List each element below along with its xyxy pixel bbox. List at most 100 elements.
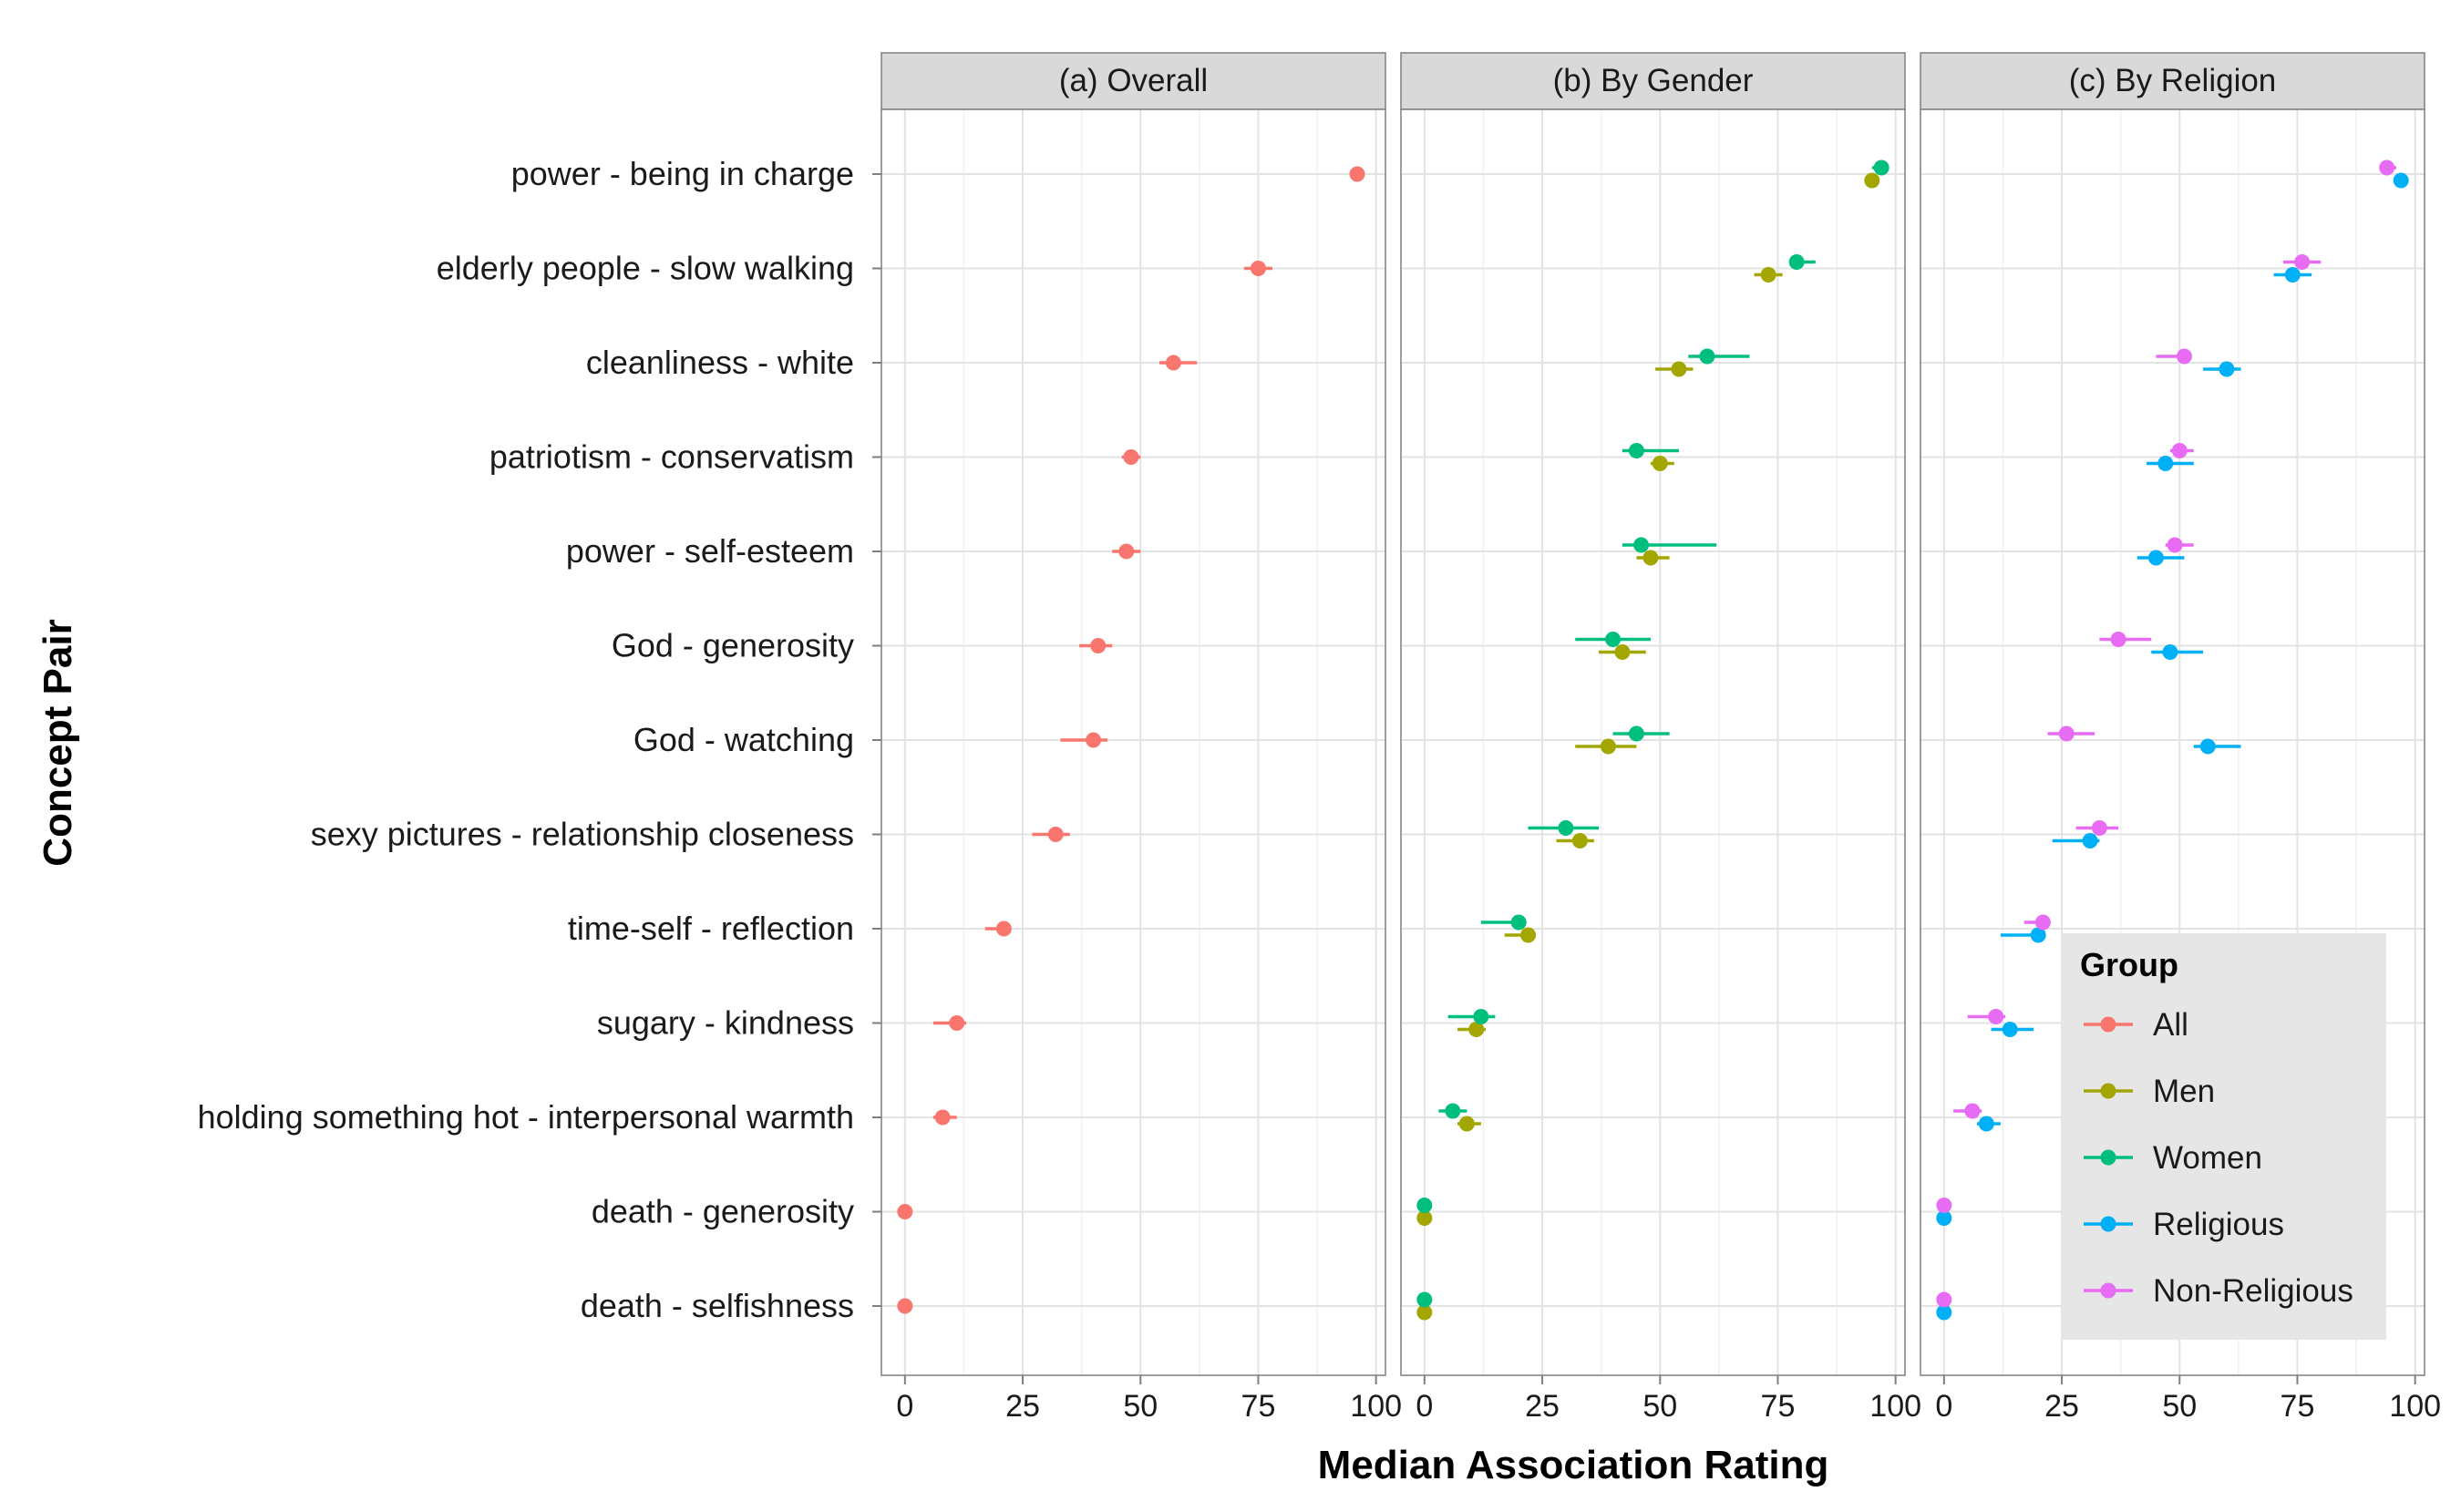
data-point bbox=[1671, 361, 1687, 377]
data-point bbox=[1416, 1198, 1433, 1213]
panel-border bbox=[1920, 108, 2425, 1376]
panel-2: (b) By Gender 0 25 50 75 100 bbox=[1400, 52, 1921, 1424]
legend-item: Men bbox=[2084, 1074, 2215, 1109]
legend-label: Women bbox=[2153, 1140, 2262, 1176]
data-point bbox=[1978, 1116, 1994, 1132]
data-point bbox=[1165, 355, 1181, 371]
data-point bbox=[2091, 820, 2107, 836]
x-tick-label: 25 bbox=[1005, 1389, 1040, 1424]
legend-item: Non-Religious bbox=[2084, 1273, 2353, 1309]
x-tick-label: 75 bbox=[1761, 1389, 1796, 1424]
y-tick-label: patriotism - conservatism bbox=[489, 438, 854, 476]
data-point bbox=[1349, 166, 1365, 182]
legend-item: Religious bbox=[2084, 1207, 2284, 1242]
panel-border bbox=[880, 108, 1386, 1376]
y-tick-label: sugary - kindness bbox=[597, 1004, 854, 1042]
y-tick-label: sexy pictures - relationship closeness bbox=[311, 816, 854, 853]
data-point bbox=[1936, 1198, 1952, 1213]
panel-title: (c) By Religion bbox=[2069, 63, 2277, 98]
legend-background bbox=[2062, 933, 2386, 1340]
data-point bbox=[2110, 632, 2126, 647]
legend-label: Men bbox=[2153, 1074, 2215, 1109]
y-tick-label: cleanliness - white bbox=[586, 344, 854, 381]
series-religious bbox=[1936, 172, 2409, 1321]
panel-background bbox=[881, 109, 1385, 1375]
legend-key-point bbox=[2100, 1282, 2116, 1299]
x-tick-label: 50 bbox=[2162, 1389, 2197, 1424]
data-point bbox=[2030, 927, 2046, 943]
data-point bbox=[897, 1298, 913, 1314]
data-point bbox=[934, 1109, 951, 1126]
legend-label: Religious bbox=[2153, 1207, 2284, 1242]
data-point bbox=[2379, 159, 2395, 176]
y-axis-title: Concept Pair bbox=[36, 619, 80, 866]
panel-strip bbox=[1920, 52, 2425, 110]
data-point bbox=[1473, 1009, 1489, 1024]
data-point bbox=[1936, 1291, 1952, 1308]
y-tick-label: power - being in charge bbox=[511, 155, 854, 192]
legend-key-point bbox=[2100, 1083, 2116, 1099]
data-point bbox=[2167, 537, 2183, 553]
data-point bbox=[1642, 550, 1659, 566]
data-point bbox=[1633, 537, 1650, 553]
data-point bbox=[1250, 261, 1266, 276]
data-point bbox=[2147, 550, 2164, 566]
series-non-religious bbox=[1936, 159, 2396, 1308]
data-point bbox=[1964, 1103, 1981, 1119]
x-tick-label: 100 bbox=[1350, 1389, 1402, 1424]
x-tick-label: 25 bbox=[1525, 1389, 1560, 1424]
panel-title: (b) By Gender bbox=[1553, 63, 1754, 98]
data-point bbox=[2162, 644, 2178, 660]
data-point bbox=[1614, 644, 1631, 660]
data-point bbox=[1628, 725, 1644, 742]
y-tick-label: power - self-esteem bbox=[566, 532, 854, 570]
x-axis-title: Median Association Rating bbox=[1318, 1443, 1829, 1487]
data-point bbox=[995, 921, 1012, 937]
legend-key-point bbox=[2100, 1149, 2116, 1166]
series-women bbox=[1416, 159, 1890, 1308]
data-point bbox=[2176, 348, 2192, 365]
data-point bbox=[1600, 738, 1616, 755]
data-point bbox=[2058, 725, 2075, 742]
x-tick-label: 75 bbox=[1241, 1389, 1276, 1424]
x-tick-label: 0 bbox=[1935, 1389, 1952, 1424]
data-point bbox=[1605, 632, 1622, 647]
data-point bbox=[1571, 833, 1588, 849]
y-tick-label: death - selfishness bbox=[581, 1287, 854, 1324]
x-tick-label: 100 bbox=[1869, 1389, 1921, 1424]
data-point bbox=[1936, 1210, 1952, 1226]
legend-title: Group bbox=[2080, 946, 2178, 983]
data-point bbox=[1699, 348, 1715, 365]
data-point bbox=[2284, 267, 2301, 283]
data-point bbox=[1047, 827, 1064, 842]
data-point bbox=[1090, 638, 1107, 653]
data-point bbox=[2219, 361, 2235, 377]
data-point bbox=[1510, 914, 1527, 931]
data-point bbox=[1458, 1116, 1475, 1132]
data-point bbox=[1628, 443, 1644, 458]
data-point bbox=[1416, 1304, 1433, 1321]
legend-key-point bbox=[2100, 1016, 2116, 1033]
data-point bbox=[1760, 267, 1776, 283]
data-point bbox=[2171, 443, 2188, 458]
data-point bbox=[1936, 1304, 1952, 1321]
panel-strip bbox=[880, 52, 1386, 110]
panel-strip bbox=[1400, 52, 1906, 110]
panel-1: (a) Overall 0 25 50 75 100 bbox=[880, 52, 1402, 1424]
data-point bbox=[2157, 456, 2174, 471]
data-point bbox=[1988, 1009, 2004, 1024]
data-point bbox=[1118, 543, 1135, 560]
legend-label: All bbox=[2153, 1007, 2188, 1043]
x-tick-label: 0 bbox=[1416, 1389, 1433, 1424]
legend-item: Women bbox=[2084, 1140, 2262, 1176]
panel-background bbox=[1401, 109, 1905, 1375]
data-point bbox=[2199, 738, 2216, 755]
panel-3: (c) By Religion 0 25 50 75 100 bbox=[1920, 52, 2441, 1424]
y-tick-label: time-self - reflection bbox=[568, 910, 854, 947]
y-tick-label: holding something hot - interpersonal wa… bbox=[198, 1098, 854, 1136]
data-point bbox=[1445, 1103, 1461, 1119]
data-point bbox=[1416, 1210, 1433, 1226]
data-point bbox=[1873, 159, 1890, 176]
data-point bbox=[2002, 1022, 2018, 1037]
